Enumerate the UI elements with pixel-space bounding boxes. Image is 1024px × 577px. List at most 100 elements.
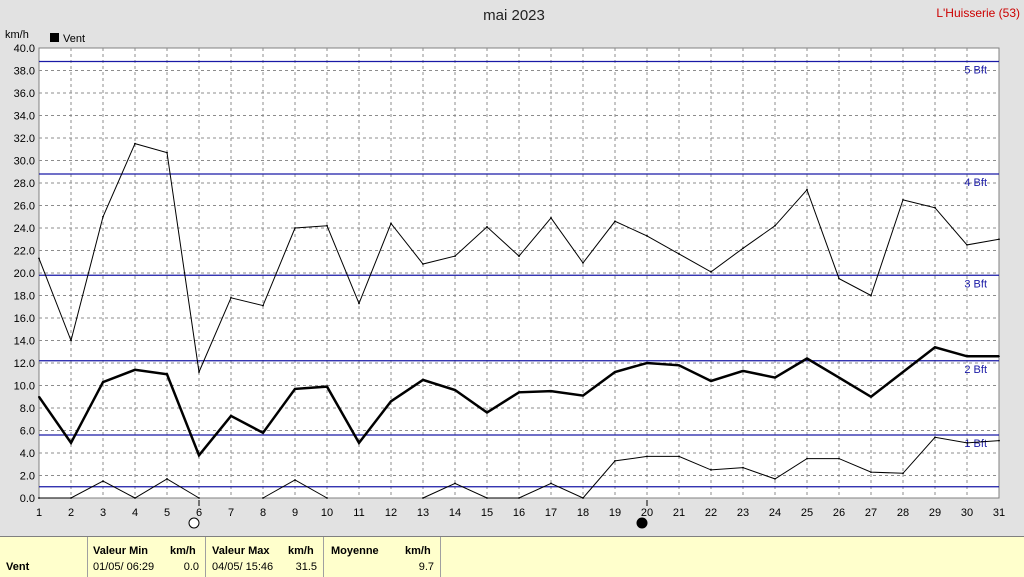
data-point-mean xyxy=(614,371,616,373)
data-point-mean xyxy=(358,441,360,444)
y-tick-label: 34.0 xyxy=(14,111,35,123)
data-point-max xyxy=(870,294,872,297)
data-point-min xyxy=(902,472,904,475)
stats-row-label: Vent xyxy=(6,561,30,573)
data-point-max xyxy=(582,261,584,264)
data-point-max xyxy=(294,227,296,229)
data-point-mean xyxy=(294,387,296,390)
data-point-max xyxy=(614,220,616,223)
y-tick-label: 2.0 xyxy=(20,471,35,483)
x-tick-label: 2 xyxy=(68,507,74,519)
data-point-min xyxy=(742,466,744,469)
x-tick-label: 21 xyxy=(673,507,685,519)
data-point-min xyxy=(454,482,456,485)
stats-min-unit: km/h xyxy=(170,545,196,557)
legend-label: Vent xyxy=(63,33,85,45)
x-tick-label: 31 xyxy=(993,507,1005,519)
y-tick-label: 20.0 xyxy=(14,268,35,280)
series-line-min xyxy=(39,478,200,499)
data-point-max xyxy=(710,270,712,273)
stats-min-header: Valeur Min xyxy=(93,545,149,557)
stats-mean-value: 9.7 xyxy=(418,561,434,573)
data-point-min xyxy=(774,477,776,480)
y-axis-unit: km/h xyxy=(5,29,29,41)
x-tick-label: 26 xyxy=(833,507,845,519)
data-point-max xyxy=(70,339,72,342)
y-tick-label: 10.0 xyxy=(14,381,35,393)
data-point-max xyxy=(966,243,968,246)
x-tick-label: 27 xyxy=(865,507,877,519)
x-tick-label: 10 xyxy=(321,507,333,519)
x-tick-label: 19 xyxy=(609,507,621,519)
data-point-max xyxy=(838,277,840,280)
moon-phases xyxy=(188,500,648,529)
stats-min-datetime: 01/05/ 06:29 xyxy=(93,561,155,573)
data-point-mean xyxy=(422,378,424,381)
series xyxy=(37,142,1000,499)
data-point-mean xyxy=(166,373,168,376)
data-point-min xyxy=(934,436,936,439)
y-tick-label: 14.0 xyxy=(14,336,35,348)
y-tick-label: 38.0 xyxy=(14,66,35,78)
stats-mean-unit: km/h xyxy=(405,545,431,557)
data-point-mean xyxy=(550,390,552,393)
x-tick-label: 6 xyxy=(196,507,202,519)
x-tick-label: 4 xyxy=(132,507,138,519)
data-point-mean xyxy=(838,376,840,379)
data-point-mean xyxy=(230,414,232,417)
y-tick-label: 22.0 xyxy=(14,246,35,258)
data-point-min xyxy=(518,497,520,499)
x-tick-label: 11 xyxy=(353,507,364,519)
data-point-mean xyxy=(134,368,136,371)
x-tick-label: 16 xyxy=(513,507,525,519)
y-tick-label: 18.0 xyxy=(14,291,35,303)
stats-max-cell: Valeur Max km/h 04/05/ 15:46 31.5 xyxy=(206,537,324,577)
data-point-max xyxy=(518,255,520,258)
data-point-min xyxy=(326,497,328,499)
data-point-mean xyxy=(870,395,872,398)
x-tick-label: 14 xyxy=(449,507,461,519)
data-point-mean xyxy=(38,395,40,398)
x-axis-ticks: 1 2 3 4 5 6 7 8 9 10 11 12 13 14 15 16 17 18 19 20 21 22 23 24 2… xyxy=(36,507,1005,519)
stats-mean-cell: Moyenne km/h 9.7 xyxy=(324,537,441,577)
x-tick-label: 22 xyxy=(705,507,717,519)
data-point-mean xyxy=(902,371,904,373)
data-point-max xyxy=(454,255,456,258)
y-tick-label: 12.0 xyxy=(14,358,35,370)
data-point-max xyxy=(774,224,776,227)
data-point-min xyxy=(134,497,136,499)
beaufort-label: 2 Bft xyxy=(964,364,987,376)
data-point-min xyxy=(806,457,808,460)
beaufort-label: 1 Bft xyxy=(964,438,987,450)
new-moon-icon xyxy=(636,517,648,529)
data-point-max xyxy=(390,222,392,225)
x-tick-label: 23 xyxy=(737,507,749,519)
data-point-max xyxy=(806,188,808,191)
stats-min-cell: Valeur Min km/h 01/05/ 06:29 0.0 xyxy=(88,537,206,577)
stats-min-value: 0.0 xyxy=(183,561,199,573)
data-point-max xyxy=(678,252,680,255)
data-point-mean xyxy=(582,394,584,397)
beaufort-label: 3 Bft xyxy=(964,278,987,290)
y-tick-label: 6.0 xyxy=(20,426,35,438)
data-point-max xyxy=(102,215,104,218)
data-point-min xyxy=(70,497,72,499)
data-point-max xyxy=(166,151,168,154)
x-tick-label: 17 xyxy=(545,507,557,519)
data-point-max xyxy=(486,225,488,228)
data-point-mean xyxy=(774,376,776,379)
data-point-max xyxy=(134,142,136,145)
data-point-max xyxy=(198,371,200,373)
y-tick-label: 24.0 xyxy=(14,223,35,235)
stats-max-value: 31.5 xyxy=(295,561,317,573)
x-tick-label: 8 xyxy=(260,507,266,519)
x-tick-label: 29 xyxy=(929,507,941,519)
y-tick-label: 28.0 xyxy=(14,178,35,190)
stats-max-unit: km/h xyxy=(288,545,314,557)
data-point-mean xyxy=(646,362,648,364)
data-point-mean xyxy=(262,431,264,434)
x-tick-label: 18 xyxy=(577,507,589,519)
data-point-max xyxy=(230,296,232,299)
stats-max-header: Valeur Max xyxy=(212,545,270,557)
x-tick-label: 3 xyxy=(100,507,106,519)
